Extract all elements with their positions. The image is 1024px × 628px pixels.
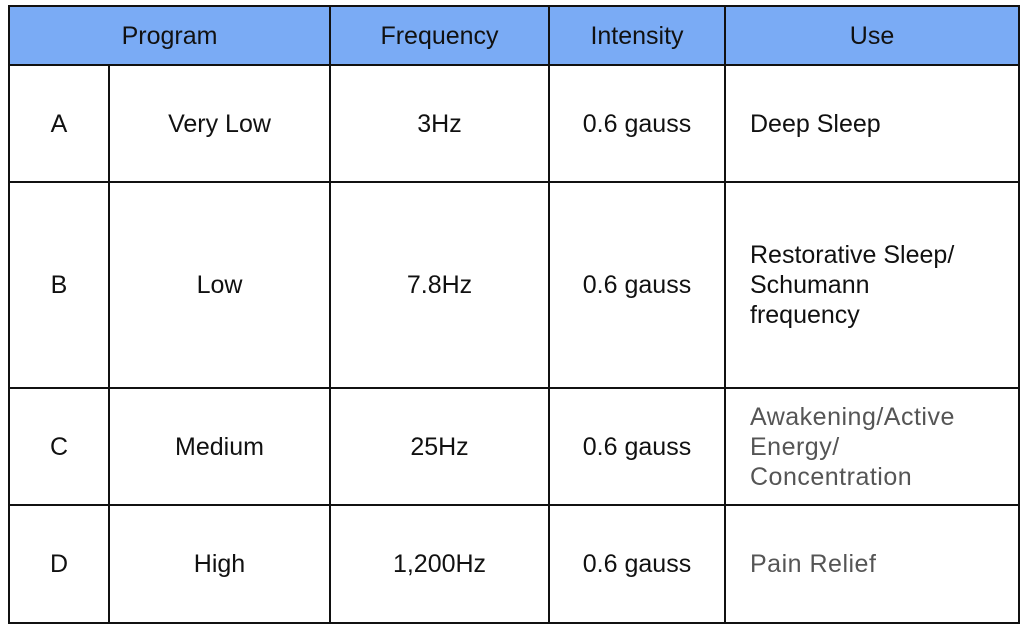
- table-cell: 25Hz: [329, 387, 550, 506]
- table-cell: 0.6 gauss: [548, 504, 726, 624]
- table-cell: D: [8, 504, 110, 624]
- header-cell: Use: [724, 5, 1020, 66]
- table-cell: Deep Sleep: [724, 64, 1020, 183]
- table-cell: 0.6 gauss: [548, 181, 726, 389]
- table-cell: Low: [108, 181, 331, 389]
- table-cell: High: [108, 504, 331, 624]
- table-cell: Pain Relief: [724, 504, 1020, 624]
- header-cell: Program: [8, 5, 331, 66]
- table-cell: 1,200Hz: [329, 504, 550, 624]
- table-cell: 0.6 gauss: [548, 64, 726, 183]
- table-cell: Awakening/Active Energy/ Concentration: [724, 387, 1020, 506]
- table-cell: A: [8, 64, 110, 183]
- table-cell: 0.6 gauss: [548, 387, 726, 506]
- header-cell: Intensity: [548, 5, 726, 66]
- table-cell: C: [8, 387, 110, 506]
- table-cell: Medium: [108, 387, 331, 506]
- table-cell: Very Low: [108, 64, 331, 183]
- table-cell: B: [8, 181, 110, 389]
- table-cell: 3Hz: [329, 64, 550, 183]
- table-cell: Restorative Sleep/ Schumann frequency: [724, 181, 1020, 389]
- header-cell: Frequency: [329, 5, 550, 66]
- table-cell: 7.8Hz: [329, 181, 550, 389]
